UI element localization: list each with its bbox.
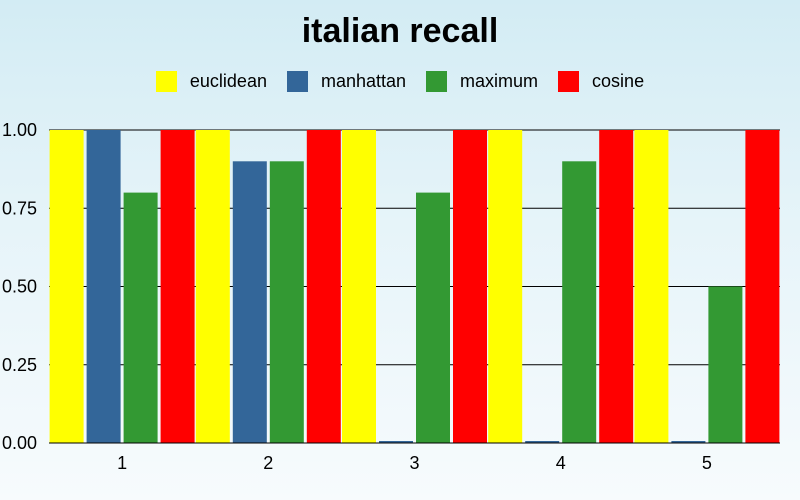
y-tick-label: 0.75 bbox=[2, 198, 37, 218]
bar-manhattan-5 bbox=[671, 441, 706, 443]
legend-swatch-manhattan bbox=[286, 71, 308, 92]
bar-euclidean-2 bbox=[195, 130, 230, 443]
bar-maximum-4 bbox=[562, 161, 597, 444]
x-tick-label: 3 bbox=[409, 453, 419, 473]
legend-item-maximum: maximum bbox=[426, 71, 538, 92]
bar-manhattan-1 bbox=[86, 130, 121, 443]
x-tick-label: 5 bbox=[702, 453, 712, 473]
x-tick-label: 1 bbox=[117, 453, 127, 473]
bar-maximum-5 bbox=[708, 286, 743, 443]
legend-label: manhattan bbox=[320, 71, 407, 91]
bar-euclidean-3 bbox=[342, 130, 376, 443]
chart-title: italian recall bbox=[301, 12, 499, 50]
bar-manhattan-3 bbox=[379, 441, 413, 443]
bar-maximum-3 bbox=[416, 192, 450, 443]
legend-label: cosine bbox=[592, 71, 645, 91]
legend-item-cosine: cosine bbox=[558, 71, 644, 92]
bar-cosine-2 bbox=[306, 130, 341, 443]
x-tick-label: 4 bbox=[556, 453, 566, 473]
bar-manhattan-4 bbox=[525, 441, 560, 443]
bar-euclidean-1 bbox=[49, 130, 84, 443]
legend-swatch-cosine bbox=[558, 71, 580, 92]
legend-item-euclidean: euclidean bbox=[155, 71, 267, 92]
y-tick-label: 0.50 bbox=[2, 277, 37, 297]
bar-euclidean-4 bbox=[488, 130, 523, 443]
bar-cosine-1 bbox=[160, 130, 195, 443]
legend-label: maximum bbox=[460, 71, 539, 91]
bar-manhattan-2 bbox=[232, 161, 267, 444]
bar-euclidean-5 bbox=[634, 130, 669, 443]
bar-cosine-5 bbox=[745, 130, 780, 443]
y-tick-label: 1.00 bbox=[2, 120, 37, 140]
y-tick-label: 0.00 bbox=[2, 433, 37, 453]
y-tick-label: 0.25 bbox=[2, 355, 37, 375]
legend: euclidean manhattan maximum cosine bbox=[0, 71, 800, 92]
bar-cosine-3 bbox=[453, 130, 487, 443]
bar-maximum-2 bbox=[269, 161, 304, 444]
legend-swatch-euclidean bbox=[155, 71, 177, 92]
legend-swatch-maximum bbox=[426, 71, 448, 92]
bar-cosine-4 bbox=[599, 130, 634, 443]
bar-maximum-1 bbox=[123, 192, 158, 443]
legend-label: euclidean bbox=[189, 71, 267, 91]
legend-item-manhattan: manhattan bbox=[286, 71, 407, 92]
x-tick-label: 2 bbox=[263, 453, 273, 473]
